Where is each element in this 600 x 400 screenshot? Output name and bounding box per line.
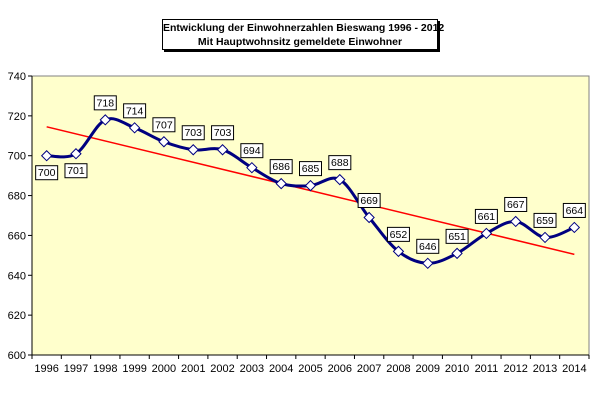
data-label-box bbox=[504, 196, 528, 212]
data-point-marker bbox=[480, 227, 493, 240]
data-point-marker bbox=[158, 136, 170, 148]
data-label: 646 bbox=[419, 241, 437, 253]
x-tick-label: 2009 bbox=[416, 363, 440, 375]
data-label: 700 bbox=[38, 167, 56, 179]
data-label-box bbox=[64, 163, 88, 179]
y-tick-label: 660 bbox=[8, 230, 26, 242]
data-label-box bbox=[416, 238, 440, 254]
data-label-box bbox=[269, 159, 293, 175]
data-label-box bbox=[181, 125, 205, 141]
data-label-box bbox=[35, 165, 59, 181]
data-point-marker bbox=[40, 150, 53, 162]
x-tick-label: 2000 bbox=[152, 363, 176, 375]
data-label: 703 bbox=[214, 127, 232, 139]
data-label: 667 bbox=[507, 199, 525, 211]
data-label: 652 bbox=[390, 229, 408, 241]
data-label: 664 bbox=[566, 205, 584, 217]
data-label: 659 bbox=[536, 215, 554, 227]
x-tick-label: 2008 bbox=[386, 363, 410, 375]
data-point-marker bbox=[334, 173, 346, 186]
data-label: 714 bbox=[126, 105, 144, 117]
x-tick-label: 1997 bbox=[64, 363, 88, 375]
data-label-box bbox=[93, 95, 117, 111]
data-label: 661 bbox=[478, 211, 496, 223]
data-label: 707 bbox=[155, 119, 173, 131]
data-point-marker bbox=[70, 148, 82, 160]
data-label-box bbox=[445, 228, 469, 244]
data-label: 685 bbox=[302, 163, 320, 175]
data-point-marker bbox=[363, 211, 375, 224]
data-label-box bbox=[123, 103, 147, 119]
data-label: 718 bbox=[97, 97, 115, 109]
data-point-marker bbox=[216, 144, 229, 156]
x-tick-label: 2005 bbox=[298, 363, 322, 375]
y-tick-label: 740 bbox=[8, 71, 26, 83]
data-label: 688 bbox=[331, 157, 349, 169]
data-point-marker bbox=[246, 161, 258, 174]
data-point-marker bbox=[99, 114, 111, 126]
chart-subtitle: Mit Hauptwohnsitz gemeldete Einwohner bbox=[197, 36, 403, 48]
x-tick-label: 1998 bbox=[93, 363, 117, 375]
data-point-marker bbox=[128, 122, 141, 134]
data-point-marker bbox=[510, 215, 522, 228]
x-tick-label: 2012 bbox=[503, 363, 527, 375]
data-label: 703 bbox=[184, 127, 202, 139]
y-tick-label: 620 bbox=[8, 310, 26, 322]
data-label-box bbox=[474, 208, 498, 224]
data-label-box bbox=[240, 143, 264, 159]
data-point-marker bbox=[539, 231, 551, 244]
chart-title: Entwicklung der Einwohnerzahlen Bieswang… bbox=[163, 22, 445, 34]
data-label-box bbox=[533, 212, 557, 228]
data-label-box bbox=[152, 117, 176, 133]
x-tick-label: 2014 bbox=[562, 363, 586, 375]
x-tick-label: 2001 bbox=[181, 363, 205, 375]
x-tick-label: 2002 bbox=[210, 363, 234, 375]
y-tick-label: 700 bbox=[8, 151, 26, 163]
data-label-box bbox=[357, 192, 381, 208]
x-tick-label: 2010 bbox=[445, 363, 469, 375]
x-tick-label: 2007 bbox=[357, 363, 381, 375]
data-label: 694 bbox=[243, 145, 261, 157]
x-tick-label: 2011 bbox=[475, 363, 499, 375]
x-tick-label: 2004 bbox=[269, 363, 293, 375]
data-label-box bbox=[299, 161, 322, 177]
data-label-box bbox=[562, 202, 586, 218]
y-tick-label: 640 bbox=[8, 270, 26, 282]
data-point-marker bbox=[451, 247, 463, 260]
data-point-marker bbox=[422, 257, 434, 270]
y-tick-label: 720 bbox=[8, 111, 26, 123]
data-label: 701 bbox=[67, 165, 85, 177]
x-tick-label: 1996 bbox=[34, 363, 58, 375]
data-point-marker bbox=[187, 144, 199, 156]
data-point-marker bbox=[392, 245, 405, 258]
data-point-marker bbox=[304, 179, 317, 192]
y-tick-label: 680 bbox=[8, 191, 26, 203]
y-tick-label: 600 bbox=[8, 350, 26, 362]
data-label-box bbox=[386, 226, 410, 242]
x-tick-label: 2003 bbox=[240, 363, 264, 375]
data-label-box bbox=[211, 125, 235, 141]
x-tick-label: 2006 bbox=[328, 363, 352, 375]
data-point-marker bbox=[275, 177, 287, 190]
data-label-box bbox=[328, 155, 352, 171]
data-label: 669 bbox=[360, 195, 378, 207]
data-label: 651 bbox=[448, 231, 466, 243]
x-tick-label: 1999 bbox=[122, 363, 146, 375]
data-label: 686 bbox=[272, 161, 290, 173]
x-tick-label: 2013 bbox=[533, 363, 557, 375]
chart-title-box: Entwicklung der Einwohnerzahlen Bieswang… bbox=[162, 19, 445, 50]
data-point-marker bbox=[568, 221, 581, 234]
